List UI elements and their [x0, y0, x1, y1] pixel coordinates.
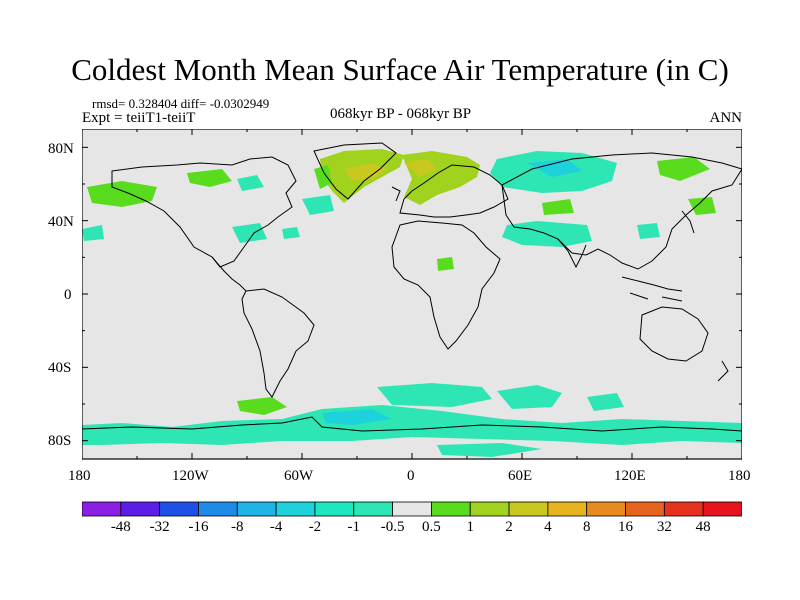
- anomaly-fills: [82, 149, 742, 457]
- lat-label-80n: 80N: [48, 141, 74, 157]
- map-plot: [82, 129, 742, 460]
- colorbar-swatch: [508, 501, 549, 517]
- colorbar-swatch: [82, 501, 122, 517]
- colorbar-label: -16: [188, 519, 209, 535]
- colorbar-swatch: [353, 501, 393, 517]
- coast-asia: [501, 152, 742, 270]
- coast-india: [557, 238, 587, 269]
- coast-new-zealand: [717, 360, 729, 382]
- colorbar-label: 32: [656, 519, 672, 535]
- colorbar-swatch: [431, 501, 471, 517]
- stats-line: rmsd= 0.328404 diff= -0.0302949: [92, 96, 270, 111]
- coast-north-america: [111, 156, 297, 268]
- east-siberia-green: [657, 157, 710, 181]
- coast-japan: [681, 210, 695, 234]
- colorbar-swatch: [469, 501, 510, 517]
- colorbar-label: -48: [110, 519, 131, 535]
- south-atlantic-green: [237, 397, 287, 415]
- coast-africa: [391, 220, 501, 350]
- coast-south-america: [241, 288, 315, 398]
- colorbar-swatch: [392, 501, 432, 517]
- season-label: ANN: [709, 110, 743, 126]
- antarctic-core-anomaly: [322, 409, 392, 425]
- lat-label-0: 0: [64, 287, 72, 303]
- colorbar-label: -32: [149, 519, 170, 535]
- coast-uk: [391, 186, 401, 202]
- colorbar-swatch: [625, 501, 665, 517]
- colorbar-swatch: [275, 501, 316, 517]
- labrador-anomaly: [302, 195, 334, 215]
- colorbar-label: 4: [544, 519, 552, 535]
- south-indian-anomaly-2: [587, 393, 624, 411]
- colorbar-swatch: [663, 501, 704, 517]
- antarctic-ring-anomaly: [82, 405, 742, 445]
- lat-label-80s: 80S: [48, 433, 72, 449]
- lon-label-120e: 120E: [614, 468, 646, 484]
- colorbar-swatch: [547, 501, 588, 517]
- middle-east-green: [437, 257, 454, 271]
- colorbar-label: 48: [695, 519, 711, 535]
- chart-title: Coldest Month Mean Surface Air Temperatu…: [71, 52, 729, 87]
- colorbar: [82, 501, 742, 517]
- lat-label-40s: 40S: [48, 360, 72, 376]
- lon-label-180e: 180: [728, 468, 751, 484]
- alaska-green: [87, 181, 157, 207]
- colorbar-swatch: [586, 501, 626, 517]
- axis-ticks: [82, 129, 742, 459]
- colorbar-label: -2: [308, 519, 322, 535]
- colorbar-swatch: [702, 501, 742, 517]
- colorbar-swatch: [120, 501, 161, 517]
- lon-label-120w: 120W: [172, 468, 209, 484]
- lon-label-0: 0: [407, 468, 415, 484]
- tibet-anomaly: [637, 223, 660, 239]
- lon-label-180w: 180: [68, 468, 91, 484]
- canada-green: [187, 169, 232, 187]
- colorbar-label: 1: [466, 519, 474, 535]
- siberia-anomaly-core: [527, 159, 582, 177]
- colorbar-label: -1: [347, 519, 361, 535]
- lat-label-40n: 40N: [48, 214, 74, 230]
- pacific-anomaly: [82, 225, 104, 241]
- colorbar-label: -8: [231, 519, 244, 535]
- south-atlantic-anomaly: [377, 383, 492, 407]
- period-line: 068kyr BP - 068kyr BP: [330, 106, 472, 122]
- coast-australia: [639, 306, 709, 362]
- coast-se-asia-islands: [621, 276, 683, 302]
- antarctic-interior-anomaly: [437, 443, 542, 457]
- colorbar-swatch: [236, 501, 277, 517]
- colorbar-label: 0.5: [422, 519, 441, 535]
- green-patch-greenland-edge: [314, 165, 332, 189]
- coast-antarctica: [82, 416, 742, 432]
- experiment-line: Expt = teiiT1-teiiT: [82, 110, 196, 126]
- colorbar-label: 8: [582, 519, 591, 535]
- greenland-anomaly-core: [344, 163, 387, 181]
- colorbar-label: 2: [505, 519, 513, 535]
- east-na-anomaly: [232, 223, 267, 243]
- scandinavia-anomaly-core: [404, 159, 437, 177]
- coast-greenland: [313, 142, 397, 200]
- colorbar-swatch: [314, 501, 355, 517]
- colorbar-label: -4: [269, 519, 283, 535]
- atlantic-anomaly: [282, 227, 300, 239]
- colorbar-label: -0.5: [380, 519, 405, 535]
- central-asia-green: [542, 199, 574, 215]
- lon-label-60e: 60E: [508, 468, 533, 484]
- coast-central-america: [211, 256, 247, 292]
- lon-label-60w: 60W: [284, 468, 314, 484]
- colorbar-label: 16: [618, 519, 634, 535]
- colorbar-swatch: [159, 501, 199, 517]
- colorbar-swatch: [198, 501, 238, 517]
- coastlines: [82, 142, 742, 432]
- south-indian-anomaly: [497, 385, 562, 409]
- north-pacific-green: [688, 197, 716, 215]
- hudson-anomaly: [237, 175, 264, 191]
